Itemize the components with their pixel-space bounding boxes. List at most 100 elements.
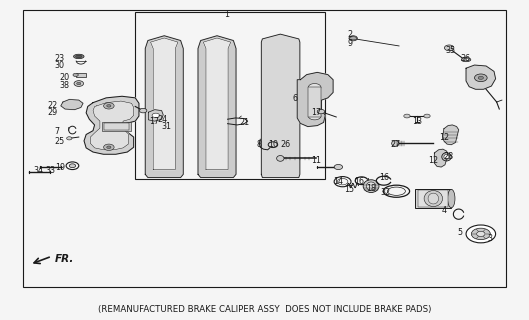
Bar bbox=[104, 123, 129, 130]
Text: 15: 15 bbox=[344, 185, 354, 194]
Text: 14: 14 bbox=[333, 177, 343, 186]
Text: 32: 32 bbox=[381, 188, 391, 197]
Circle shape bbox=[404, 114, 410, 118]
Text: 6: 6 bbox=[293, 94, 298, 103]
Text: 18: 18 bbox=[366, 184, 376, 193]
Circle shape bbox=[475, 74, 487, 82]
Text: 10: 10 bbox=[269, 140, 278, 148]
Text: 16: 16 bbox=[379, 173, 389, 182]
Polygon shape bbox=[443, 125, 459, 145]
Bar bbox=[415, 189, 451, 208]
Ellipse shape bbox=[442, 153, 451, 161]
Text: 8: 8 bbox=[257, 140, 262, 148]
Circle shape bbox=[444, 45, 454, 51]
Ellipse shape bbox=[76, 55, 82, 58]
Text: 31: 31 bbox=[161, 122, 171, 131]
Circle shape bbox=[107, 146, 111, 148]
Text: 17: 17 bbox=[311, 108, 321, 117]
Ellipse shape bbox=[463, 59, 469, 61]
Polygon shape bbox=[149, 110, 163, 121]
Circle shape bbox=[424, 114, 430, 118]
Ellipse shape bbox=[73, 73, 78, 76]
Polygon shape bbox=[297, 72, 333, 126]
Text: 26: 26 bbox=[280, 140, 290, 148]
Text: 16: 16 bbox=[354, 177, 364, 186]
Circle shape bbox=[308, 84, 321, 91]
Ellipse shape bbox=[391, 140, 399, 146]
Circle shape bbox=[477, 231, 485, 236]
Text: 4: 4 bbox=[441, 206, 446, 215]
Bar bbox=[135, 12, 325, 179]
Ellipse shape bbox=[448, 189, 455, 208]
Text: 35: 35 bbox=[445, 45, 455, 55]
Text: 1: 1 bbox=[224, 10, 229, 19]
Text: 27: 27 bbox=[390, 140, 400, 149]
Circle shape bbox=[308, 112, 321, 120]
Polygon shape bbox=[261, 34, 300, 178]
Polygon shape bbox=[434, 149, 448, 167]
Circle shape bbox=[67, 137, 72, 140]
Circle shape bbox=[69, 164, 76, 168]
Circle shape bbox=[152, 113, 160, 118]
Text: 19: 19 bbox=[54, 163, 65, 172]
Text: 33: 33 bbox=[46, 166, 56, 175]
Circle shape bbox=[471, 228, 490, 240]
Ellipse shape bbox=[277, 156, 284, 161]
Circle shape bbox=[74, 81, 84, 86]
Text: FR.: FR. bbox=[55, 254, 75, 264]
Bar bbox=[76, 73, 86, 76]
Polygon shape bbox=[466, 65, 496, 89]
Circle shape bbox=[334, 164, 343, 170]
Text: 29: 29 bbox=[47, 108, 58, 117]
Text: 36: 36 bbox=[460, 53, 470, 62]
Text: 25: 25 bbox=[54, 137, 65, 146]
Ellipse shape bbox=[428, 193, 439, 204]
Text: 24: 24 bbox=[157, 115, 167, 124]
Text: 17: 17 bbox=[149, 116, 159, 126]
Circle shape bbox=[466, 225, 496, 243]
Ellipse shape bbox=[366, 182, 376, 190]
Circle shape bbox=[349, 36, 358, 41]
Polygon shape bbox=[145, 36, 183, 178]
Ellipse shape bbox=[350, 37, 357, 40]
Ellipse shape bbox=[74, 54, 84, 59]
Circle shape bbox=[107, 105, 111, 107]
Bar bbox=[308, 87, 321, 117]
Text: 34: 34 bbox=[34, 166, 44, 175]
Text: 2: 2 bbox=[348, 30, 352, 39]
Text: 3: 3 bbox=[488, 234, 493, 243]
Circle shape bbox=[104, 144, 114, 150]
Ellipse shape bbox=[444, 155, 449, 159]
Polygon shape bbox=[198, 36, 236, 178]
Text: 12: 12 bbox=[428, 156, 439, 165]
Text: 7: 7 bbox=[54, 127, 60, 136]
Text: (REMANUFACTURED BRAKE CALIPER ASSY  DOES NOT INCLUDE BRAKE PADS): (REMANUFACTURED BRAKE CALIPER ASSY DOES … bbox=[98, 305, 431, 314]
Text: 11: 11 bbox=[311, 156, 321, 165]
Circle shape bbox=[140, 108, 147, 113]
Polygon shape bbox=[61, 100, 83, 110]
Polygon shape bbox=[84, 96, 139, 154]
Circle shape bbox=[478, 76, 484, 79]
Circle shape bbox=[77, 82, 81, 85]
Text: 21: 21 bbox=[240, 118, 250, 127]
Text: 12: 12 bbox=[439, 133, 449, 142]
Bar bbox=[417, 190, 448, 207]
Text: 23: 23 bbox=[54, 53, 65, 62]
Text: 30: 30 bbox=[55, 60, 65, 69]
Circle shape bbox=[317, 109, 325, 114]
Text: 38: 38 bbox=[59, 81, 69, 90]
Text: 13: 13 bbox=[413, 117, 423, 126]
Bar bbox=[102, 122, 131, 131]
Text: 20: 20 bbox=[59, 73, 69, 82]
Circle shape bbox=[104, 103, 114, 109]
Ellipse shape bbox=[363, 180, 379, 193]
Text: 22: 22 bbox=[47, 101, 58, 110]
Polygon shape bbox=[151, 38, 178, 170]
Ellipse shape bbox=[461, 58, 471, 62]
Text: 5: 5 bbox=[457, 228, 462, 237]
Ellipse shape bbox=[424, 191, 443, 206]
Polygon shape bbox=[203, 38, 231, 170]
Text: 9: 9 bbox=[348, 39, 352, 48]
Text: 28: 28 bbox=[443, 152, 453, 161]
Bar bbox=[23, 10, 506, 287]
